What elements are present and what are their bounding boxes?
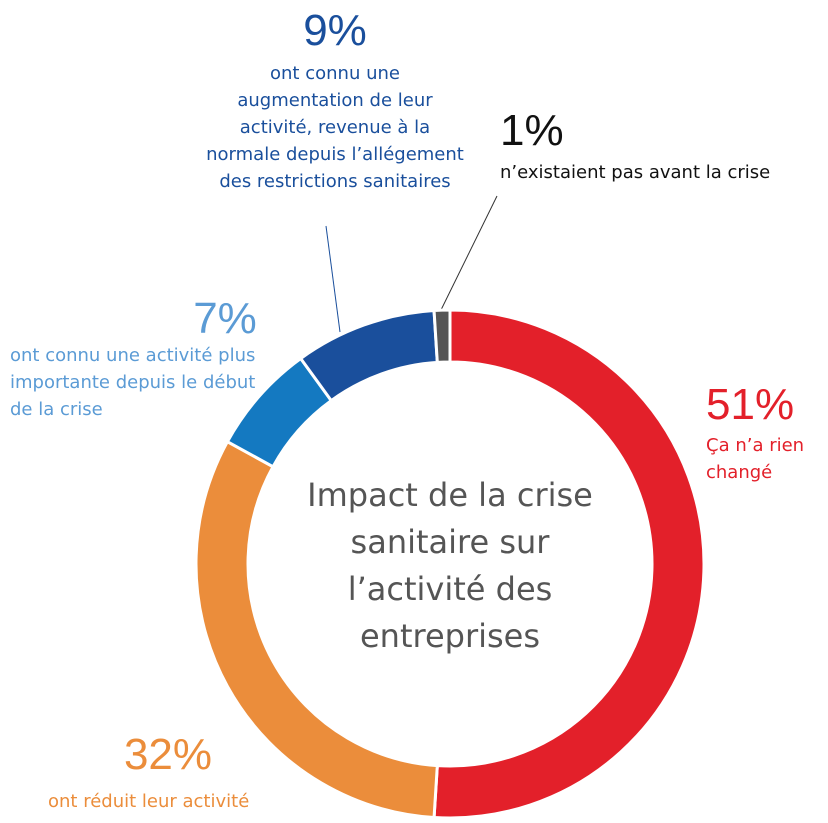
value-label: 32% [123,730,213,779]
leader-line [439,195,498,313]
donut-slice [432,308,706,820]
category-label: Ça n’a rien changé [706,435,805,483]
category-label: n’existaient pas avant la crise [500,162,771,183]
value-label: 7% [193,294,257,343]
value-label: 1% [500,106,564,155]
leader-line [325,225,341,333]
value-label: 9% [303,6,367,55]
donut-slice [432,308,452,364]
category-label: ont réduit leur activité [48,791,250,812]
value-label: 51% [706,380,795,429]
chart-title: Impact de la crise sanitaire sur l’activ… [307,476,593,655]
category-label: ont connu une augmentation de leur activ… [206,63,464,192]
category-label: ont connu une activité plus importante d… [10,345,256,420]
